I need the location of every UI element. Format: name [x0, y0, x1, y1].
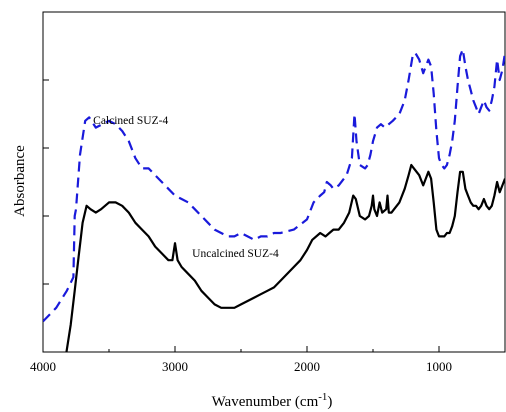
x-axis-label-suffix: ): [327, 394, 332, 410]
series-uncalcined-suz-4: [65, 163, 505, 352]
series-layer: [43, 48, 505, 352]
annotation-calcined-suz-4: Calcined SUZ-4: [93, 115, 168, 127]
series-calcined-suz-4: [43, 48, 505, 323]
annotation-uncalcined-suz-4: Uncalcined SUZ-4: [192, 248, 279, 260]
annotations: Calcined SUZ-4 Uncalcined SUZ-4: [93, 115, 279, 260]
y-axis-label: Absorbance: [12, 145, 28, 217]
x-axis-label-superscript: -1: [318, 391, 327, 403]
x-tick-label-4000: 4000: [30, 359, 56, 374]
x-tick-label-1000: 1000: [426, 359, 452, 374]
x-axis-label: Wavenumber (cm-1): [212, 391, 333, 410]
x-axis-label-main: Wavenumber (cm: [212, 394, 319, 410]
axes: 4000 3000 2000 1000: [30, 11, 506, 374]
x-tick-label-3000: 3000: [162, 359, 188, 374]
plot-frame: [42, 11, 506, 353]
labels: Absorbance Wavenumber (cm-1): [12, 145, 332, 410]
x-tick-label-2000: 2000: [294, 359, 320, 374]
